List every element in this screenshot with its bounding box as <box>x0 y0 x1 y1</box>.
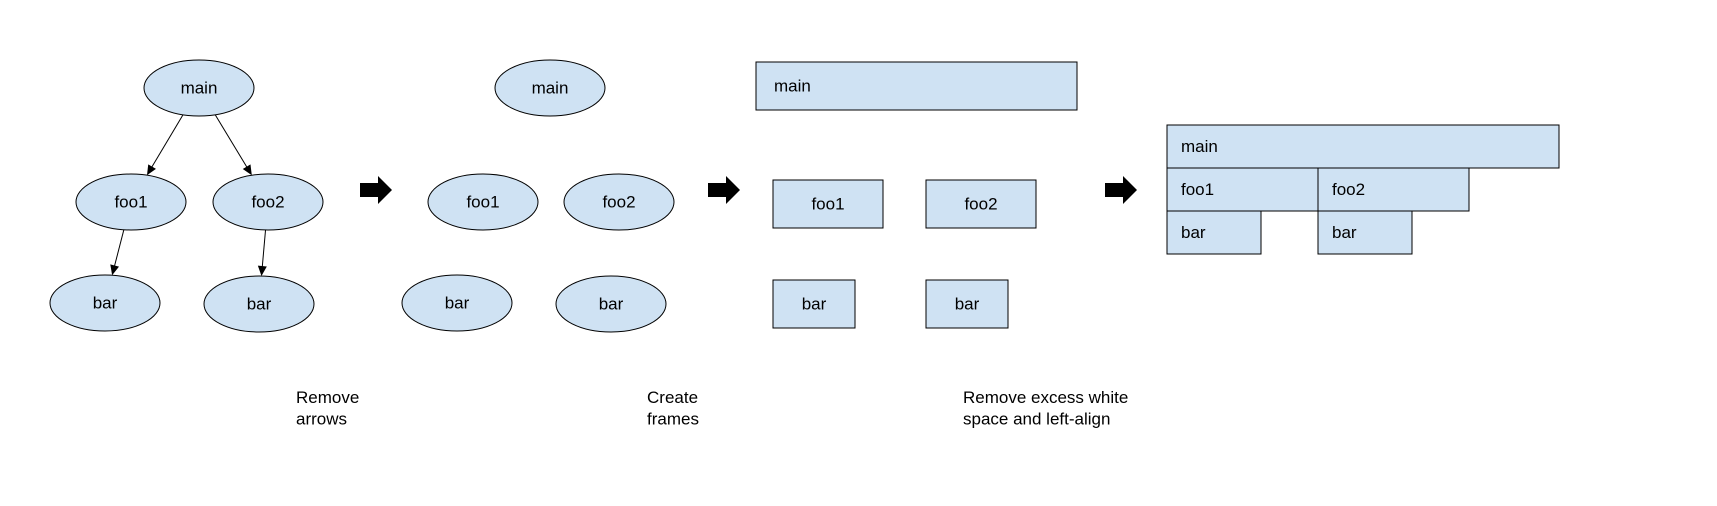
node-p2-main: main <box>495 60 605 116</box>
diagram-canvas: main foo1 foo2 bar bar main foo1 foo2 bar bar main… <box>0 0 1717 506</box>
node-p2-bar2: bar <box>556 276 666 332</box>
node-p1-bar2: bar <box>204 276 314 332</box>
node-label-p2-foo1: foo1 <box>466 193 499 212</box>
node-p1-bar1: bar <box>50 275 160 331</box>
node-label-p2-main: main <box>532 79 569 98</box>
node-label-p1-foo2: foo2 <box>251 193 284 212</box>
node-p4-bar1: bar <box>1167 211 1261 254</box>
node-label-p3-bar1: bar <box>802 295 827 314</box>
node-p2-foo2: foo2 <box>564 174 674 230</box>
transition-caption-2: Remove excess whitespace and left-align <box>963 388 1128 428</box>
node-p1-foo1: foo1 <box>76 174 186 230</box>
node-p2-foo1: foo1 <box>428 174 538 230</box>
node-p4-foo1: foo1 <box>1167 168 1318 211</box>
node-label-p4-main: main <box>1181 137 1218 156</box>
edge-p1-main-foo1 <box>147 115 183 175</box>
node-label-p3-bar2: bar <box>955 295 980 314</box>
node-p1-main: main <box>144 60 254 116</box>
node-label-p3-main: main <box>774 77 811 96</box>
node-p2-bar1: bar <box>402 275 512 331</box>
transition-caption-1: Createframes <box>647 388 699 428</box>
node-label-p2-bar1: bar <box>445 294 470 313</box>
node-p3-foo2: foo2 <box>926 180 1036 228</box>
node-p4-foo2: foo2 <box>1318 168 1469 211</box>
node-p4-bar2: bar <box>1318 211 1412 254</box>
node-p3-bar1: bar <box>773 280 855 328</box>
node-label-p4-foo2: foo2 <box>1332 180 1365 199</box>
node-label-p4-bar2: bar <box>1332 223 1357 242</box>
node-label-p4-bar1: bar <box>1181 223 1206 242</box>
edge-p1-foo2-bar2 <box>258 230 267 276</box>
node-p4-main: main <box>1167 125 1559 168</box>
node-label-p1-main: main <box>181 79 218 98</box>
node-label-p3-foo2: foo2 <box>964 195 997 214</box>
node-p3-bar2: bar <box>926 280 1008 328</box>
node-label-p3-foo1: foo1 <box>811 195 844 214</box>
node-label-p4-foo1: foo1 <box>1181 180 1214 199</box>
transition-caption-0: Removearrows <box>296 388 359 428</box>
node-label-p2-bar2: bar <box>599 295 624 314</box>
node-label-p1-bar1: bar <box>93 294 118 313</box>
node-p3-main: main <box>756 62 1077 110</box>
node-p3-foo1: foo1 <box>773 180 883 228</box>
edge-p1-foo1-bar1 <box>110 230 124 275</box>
node-label-p1-bar2: bar <box>247 295 272 314</box>
node-label-p1-foo1: foo1 <box>114 193 147 212</box>
node-p1-foo2: foo2 <box>213 174 323 230</box>
node-label-p2-foo2: foo2 <box>602 193 635 212</box>
edge-p1-main-foo2 <box>215 115 252 175</box>
